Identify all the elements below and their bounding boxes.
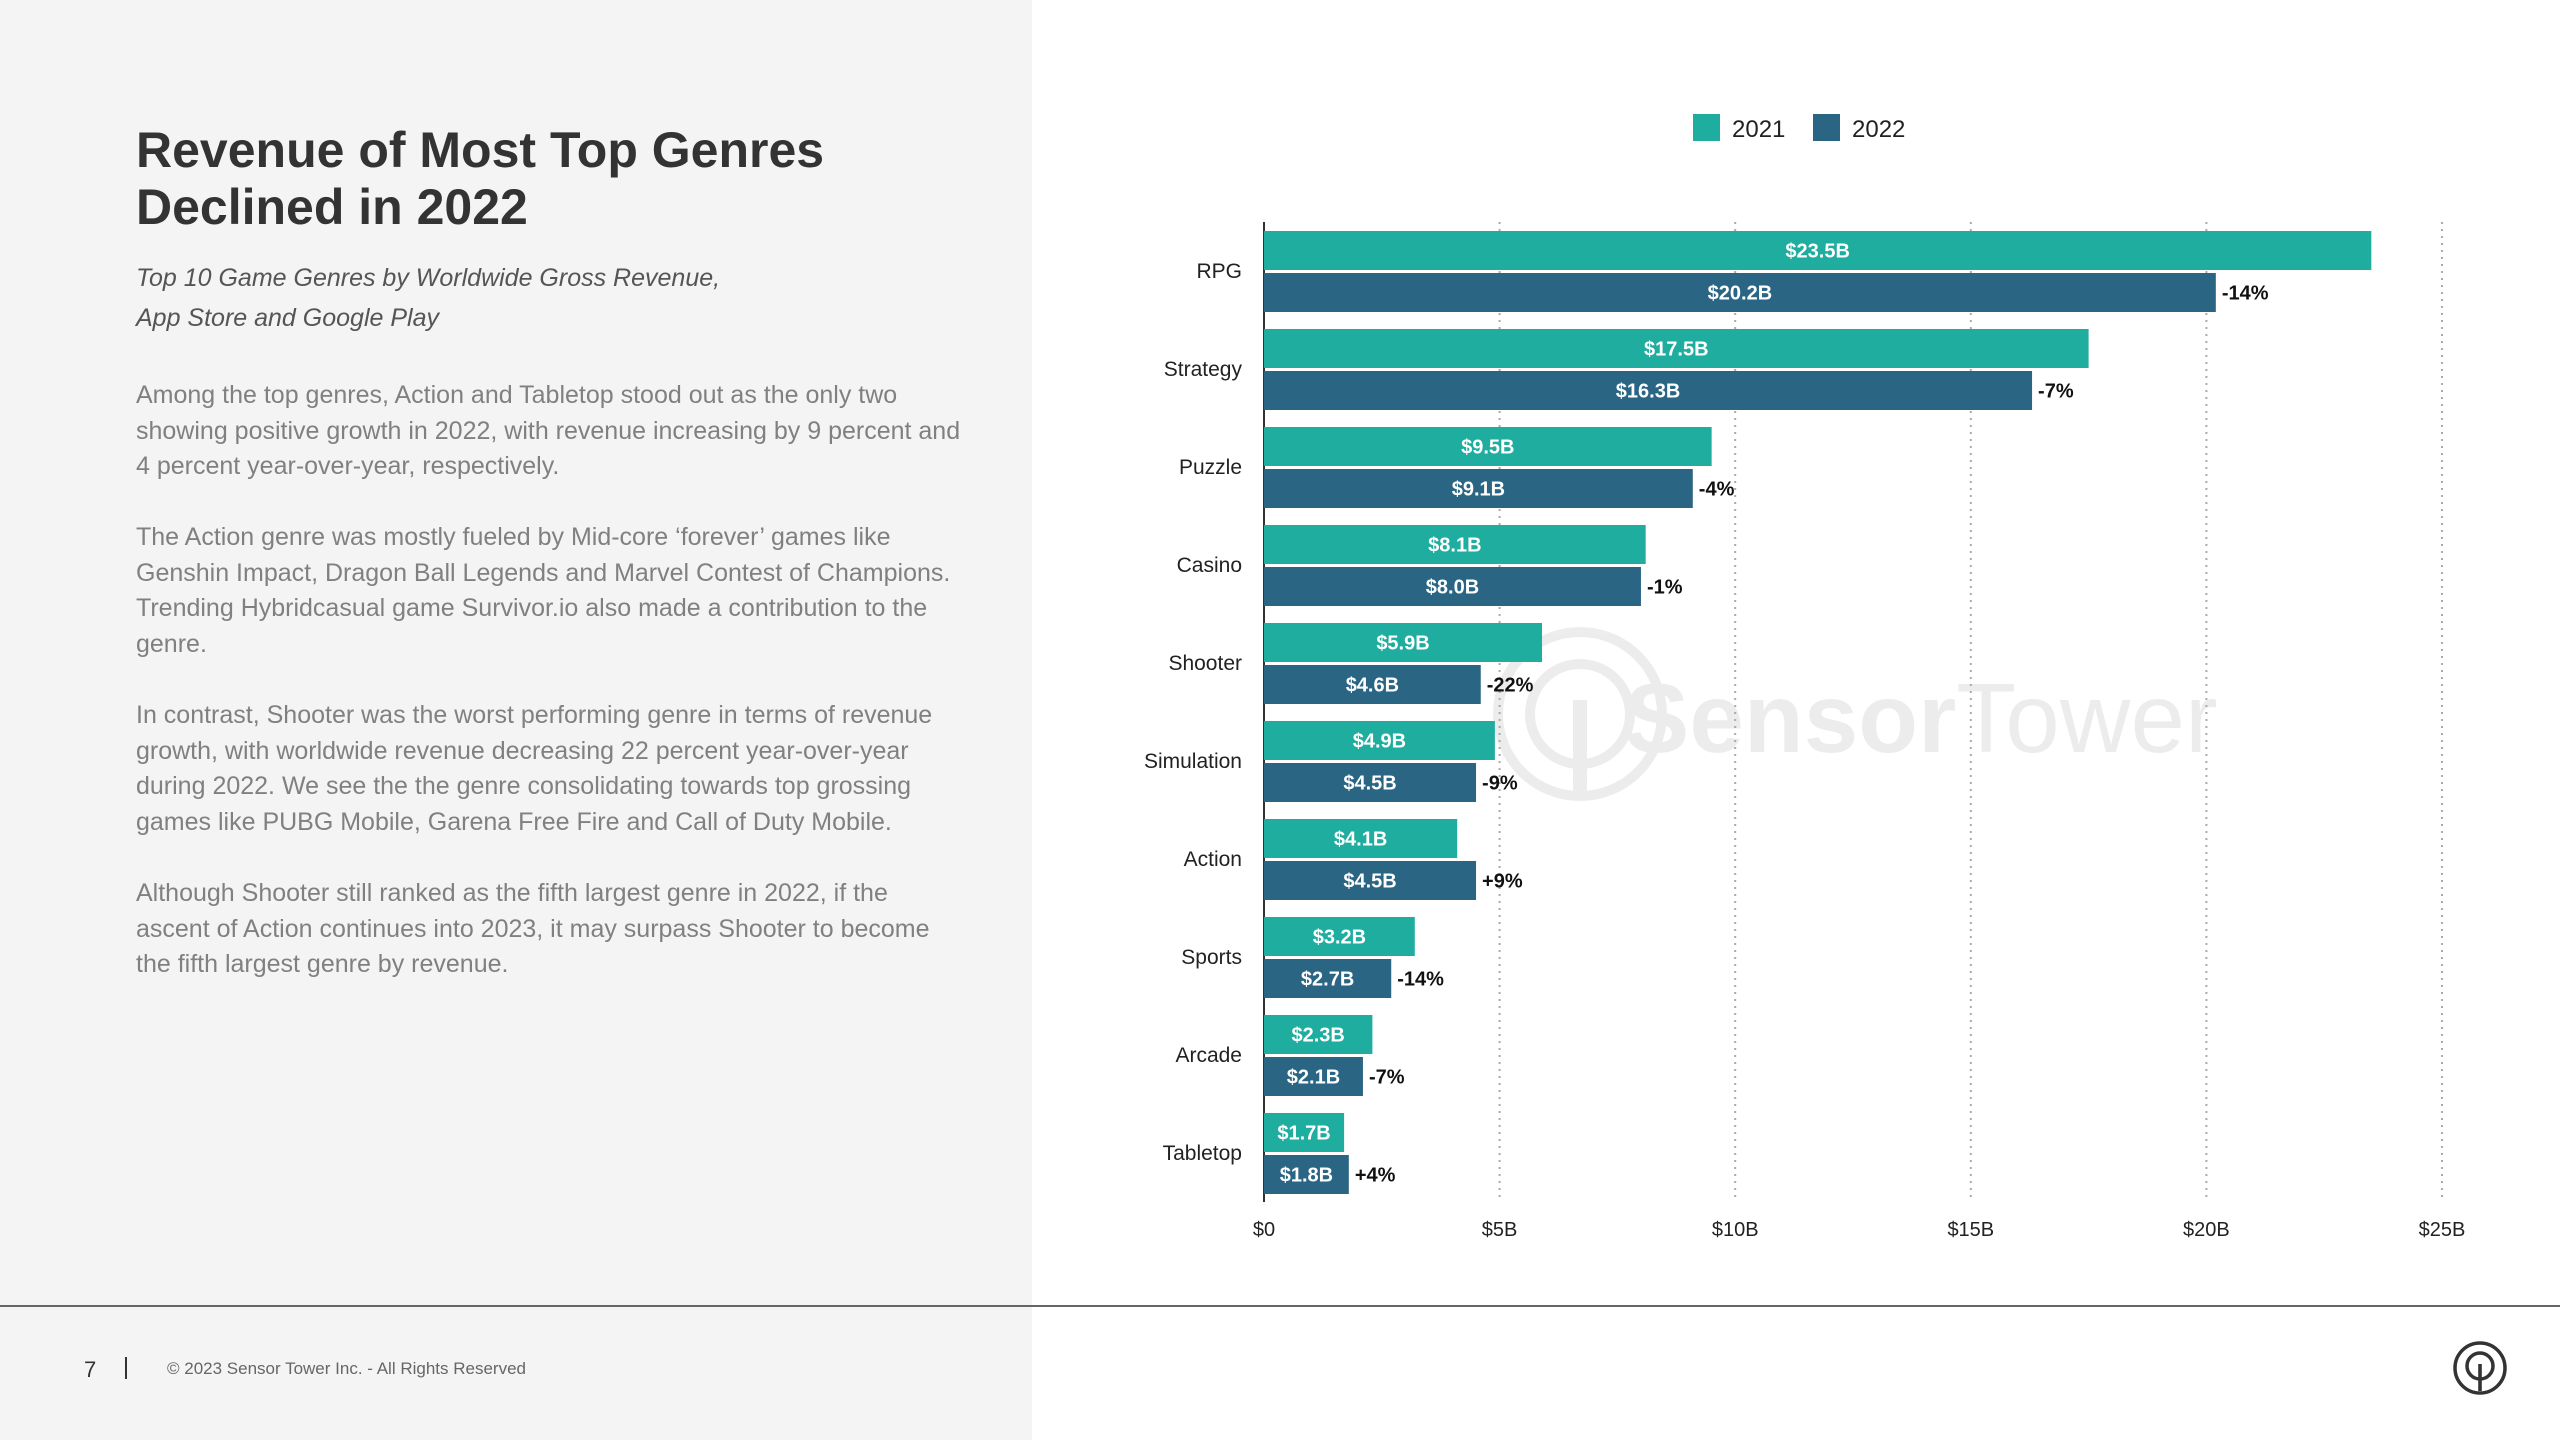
body-paragraph: In contrast, Shooter was the worst perfo…	[136, 701, 933, 836]
sensor-tower-watermark-icon	[1493, 627, 1667, 801]
data-label-2021: $5.9B	[1376, 633, 1429, 655]
watermark-text: Sensor	[1624, 663, 1956, 773]
bar-2022	[1264, 959, 1392, 998]
category-label: Tabletop	[1163, 1142, 1242, 1165]
data-label-2022: $2.7B	[1301, 969, 1354, 991]
change-label: -1%	[1647, 577, 1683, 599]
data-label-2021: $23.5B	[1785, 241, 1850, 263]
chart-bars	[1264, 231, 2372, 1194]
watermark-text: Tower	[1956, 663, 2217, 773]
subtitle-line: App Store and Google Play	[136, 304, 439, 332]
data-label-2022: $4.5B	[1343, 871, 1396, 893]
data-label-2022: $2.1B	[1287, 1067, 1340, 1089]
change-label: -14%	[1397, 969, 1444, 991]
category-label: Shooter	[1168, 652, 1242, 675]
data-label-2022: $1.8B	[1280, 1165, 1333, 1187]
page-subtitle: Top 10 Game Genres by Worldwide Gross Re…	[136, 258, 996, 338]
category-label: Casino	[1177, 554, 1242, 577]
change-label: -4%	[1699, 479, 1735, 501]
bar-2021	[1264, 427, 1712, 466]
change-label: -14%	[2222, 283, 2269, 305]
x-tick-label: $25B	[2419, 1219, 2466, 1241]
category-label: Action	[1184, 848, 1242, 871]
data-label-2021: $2.3B	[1292, 1025, 1345, 1047]
data-label-2022: $16.3B	[1616, 381, 1681, 403]
data-label-2021: $8.1B	[1428, 535, 1481, 557]
bar-2021	[1264, 819, 1458, 858]
page-title: Revenue of Most Top Genres Declined in 2…	[136, 122, 825, 235]
bar-2021	[1264, 1113, 1345, 1152]
bar-2022	[1264, 567, 1641, 606]
chart-labels: $0 $5B $10B $15B $20B $25B $23.5B $20.2B -14% RPG…	[1144, 241, 2465, 1242]
sensor-tower-watermark: SensorTower	[1493, 627, 2218, 801]
data-label-2021: $4.9B	[1353, 731, 1406, 753]
legend-label-2021: 2021	[1732, 116, 1785, 143]
bar-2022	[1264, 861, 1477, 900]
change-label: -9%	[1482, 773, 1518, 795]
data-label-2021: $17.5B	[1644, 339, 1709, 361]
body-paragraph: The Action genre was mostly fueled by Mi…	[136, 523, 951, 658]
bar-2022	[1264, 1057, 1363, 1096]
legend-swatch-2022	[1813, 114, 1840, 141]
bar-2021	[1264, 917, 1415, 956]
x-tick-label: $5B	[1482, 1219, 1518, 1241]
revenue-bar-chart: SensorTower 2021 2022 $0 $5B $10B $15B $20B $2…	[1144, 114, 2465, 1242]
subtitle-line: Top 10 Game Genres by Worldwide Gross Re…	[136, 264, 721, 292]
data-label-2022: $8.0B	[1426, 577, 1479, 599]
bar-2021	[1264, 721, 1495, 760]
body-paragraph: Among the top genres, Action and Tableto…	[136, 381, 961, 480]
change-label: -7%	[2038, 381, 2074, 403]
bar-2022	[1264, 1155, 1349, 1194]
chart-legend: 2021 2022	[1693, 114, 1905, 143]
left-panel: Revenue of Most Top Genres Declined in 2…	[0, 0, 1032, 1440]
data-label-2022: $4.6B	[1346, 675, 1399, 697]
category-label: RPG	[1196, 260, 1242, 283]
change-label: +9%	[1482, 871, 1523, 893]
bar-2021	[1264, 525, 1646, 564]
data-label-2022: $9.1B	[1452, 479, 1505, 501]
sensor-tower-logo-icon	[2453, 1341, 2507, 1395]
change-label: -22%	[1487, 675, 1534, 697]
data-label-2021: $3.2B	[1313, 927, 1366, 949]
bar-2021	[1264, 623, 1543, 662]
data-label-2021: $9.5B	[1461, 437, 1514, 459]
bar-2022	[1264, 469, 1693, 508]
data-label-2021: $4.1B	[1334, 829, 1387, 851]
footer-divider	[0, 1305, 2560, 1307]
copyright-text: © 2023 Sensor Tower Inc. - All Rights Re…	[167, 1359, 526, 1378]
data-label-2022: $4.5B	[1343, 773, 1396, 795]
bar-2021	[1264, 1015, 1373, 1054]
bar-2022	[1264, 763, 1477, 802]
category-label: Sports	[1181, 946, 1242, 969]
category-label: Arcade	[1175, 1044, 1242, 1067]
bar-2022	[1264, 273, 2216, 312]
page-number: 7	[84, 1357, 97, 1382]
legend-label-2022: 2022	[1852, 116, 1905, 143]
change-label: -7%	[1369, 1067, 1405, 1089]
legend-swatch-2021	[1693, 114, 1720, 141]
data-label-2021: $1.7B	[1277, 1123, 1330, 1145]
bar-2022	[1264, 665, 1481, 704]
x-tick-label: $10B	[1712, 1219, 1759, 1241]
bar-2021	[1264, 329, 2089, 368]
x-tick-label: $20B	[2183, 1219, 2230, 1241]
bar-2022	[1264, 371, 2033, 410]
svg-text:SensorTower: SensorTower	[1624, 663, 2218, 773]
change-label: +4%	[1355, 1165, 1396, 1187]
x-tick-label: $0	[1253, 1219, 1275, 1241]
category-label: Puzzle	[1179, 456, 1242, 479]
bar-2021	[1264, 231, 2372, 270]
footer-separator	[125, 1357, 127, 1379]
category-label: Simulation	[1144, 750, 1242, 773]
data-label-2022: $20.2B	[1708, 283, 1773, 305]
category-label: Strategy	[1164, 358, 1243, 381]
body-paragraph: Although Shooter still ranked as the fif…	[136, 879, 930, 978]
x-tick-label: $15B	[1947, 1219, 1994, 1241]
